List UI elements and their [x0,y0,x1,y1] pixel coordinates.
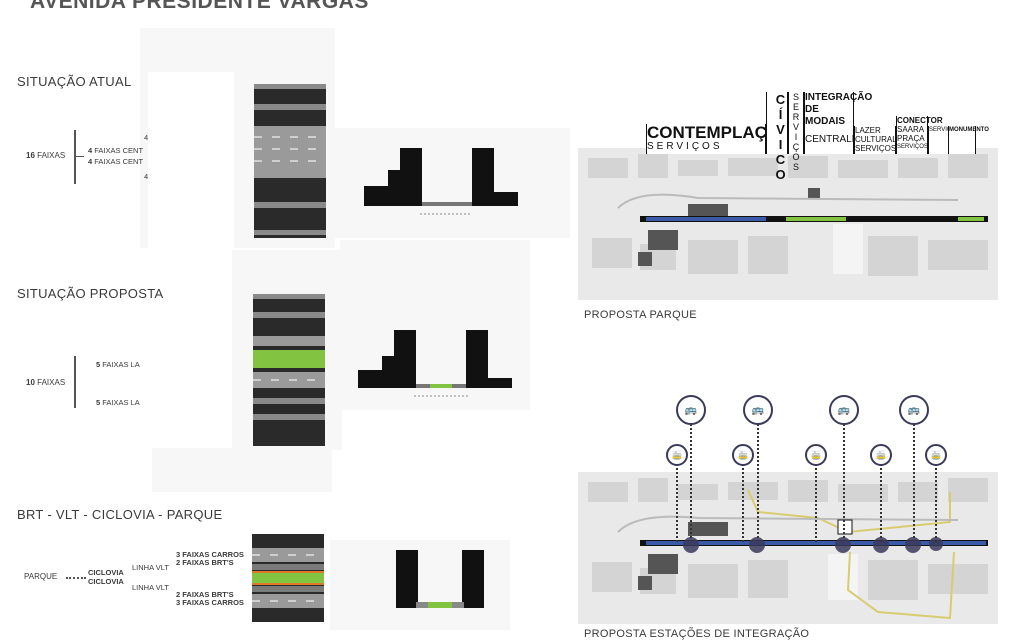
tram-icon[interactable]: 🚋 [870,444,892,466]
tram-icon[interactable]: 🚋 [925,444,947,466]
section-elevation-brt [396,550,484,608]
station-leader [742,464,744,542]
sign-lazer: LAZER CULTURAL SERVIÇOS [854,126,897,154]
bus-bike-icon[interactable]: 🚌 [743,395,773,425]
total-word: FAIXAS [37,151,66,160]
sign-conector: CONECTOR SAARA PRAÇA SERVIÇOS [896,116,943,154]
tram-icon[interactable]: 🚋 [732,444,754,466]
section-elevation-atual [364,148,518,215]
total-num: 16 [26,151,35,160]
caption-proposta-parque: PROPOSTA PARQUE [584,309,697,321]
page-title: AVENIDA PRESIDENTE VARGAS [30,0,369,13]
vlt-line [252,571,324,573]
linha-vlt-label-2: LINHA VLT [132,583,169,592]
station-marker[interactable] [749,537,765,553]
lane [253,294,325,299]
section-title-proposta: SITUAÇÃO PROPOSTA [17,286,164,301]
station-marker[interactable] [683,537,699,553]
sign-civico: CÍVICO [766,92,788,182]
faixas-top-2: 2 FAIXAS BRT'S [176,558,234,567]
station-leader [676,464,678,542]
lane [253,312,325,318]
ciclovia-label-1: CICLOVIA [88,568,124,577]
caption-estacoes: PROPOSTA ESTAÇÕES DE INTEGRAÇÃO [584,628,810,640]
lane [253,414,325,420]
station-leader [843,424,845,538]
sign-integracao: INTEGRAÇÃO DE MODAIS CENTRALIDADE [804,92,882,154]
section-panel-brt [152,448,332,492]
bracket-line [74,130,76,184]
road-plan-atual [254,84,326,238]
station-leader [690,424,692,538]
lane [254,104,326,110]
lane [254,230,326,235]
lane [254,202,326,208]
lane [254,84,326,89]
lane-label-top: 4 [144,133,149,142]
lane-label-central-2: 4 FAIXAS CENT [88,157,144,166]
station-leader [757,424,759,538]
central-lanes [254,126,326,178]
map-estacoes [578,472,998,624]
station-leader [935,464,937,542]
bracket-tick [76,156,84,157]
lane [252,564,324,570]
bus-bike-icon[interactable]: 🚌 [676,395,706,425]
sign-contemplacao: CONTEMPLAÇÃO SERVIÇOS [646,123,793,154]
lane-label-bottom: 4 [144,172,149,181]
city-blocks [578,148,998,300]
lane [252,548,324,562]
total-faixas-proposta: 10 FAIXAS [26,378,66,387]
sign-servicos-2: SERVIÇOS [928,126,960,154]
lane-label-top: 5 FAIXAS LA [96,360,140,369]
parque-label: PARQUE [24,572,58,581]
station-marker[interactable] [905,537,921,553]
station-marker[interactable] [929,537,943,551]
lane [252,594,324,608]
station-marker[interactable] [835,537,851,553]
map-parque [578,148,998,300]
section-elevation-proposta [358,330,512,397]
park-strip [253,350,325,368]
bus-bike-icon[interactable]: 🚌 [829,395,859,425]
lane-label-central-1: 4 FAIXAS CENT [88,146,144,155]
section-title-atual: SITUAÇÃO ATUAL [17,74,132,89]
city-blocks [578,472,998,624]
tram-icon[interactable]: 🚋 [666,444,688,466]
road-plan-proposta [253,294,325,446]
lane [253,372,325,388]
parque-leader [66,577,86,579]
station-leader [913,424,915,538]
vlt-line [252,583,324,585]
lane [252,586,324,592]
station-leader [815,464,817,542]
bracket-line [74,356,76,408]
elevation-panel-atual [330,128,570,238]
park-strip [252,573,324,583]
bus-bike-icon[interactable]: 🚌 [899,395,929,425]
label-panel-atual [148,72,234,248]
section-title-brt: BRT - VLT - CICLOVIA - PARQUE [17,507,223,522]
lane [253,336,325,346]
station-leader [880,464,882,542]
total-faixas-atual: 16 FAIXAS [26,151,65,160]
lane [253,398,325,404]
faixas-bot-2: 3 FAIXAS CARROS [176,598,244,607]
linha-vlt-label-1: LINHA VLT [132,563,169,572]
station-marker[interactable] [873,537,889,553]
lane-label-bottom: 5 FAIXAS LA [96,398,140,407]
ciclovia-label-2: CICLOVIA [88,577,124,586]
sign-servicos: SERVIÇOS [788,92,804,172]
sign-monumento: MONUMENTO [948,126,989,154]
tram-icon[interactable]: 🚋 [805,444,827,466]
road-plan-brt [252,534,324,622]
faixas-top-1: 3 FAIXAS CARROS [176,550,244,559]
faixas-bot-1: 2 FAIXAS BRT'S [176,590,234,599]
